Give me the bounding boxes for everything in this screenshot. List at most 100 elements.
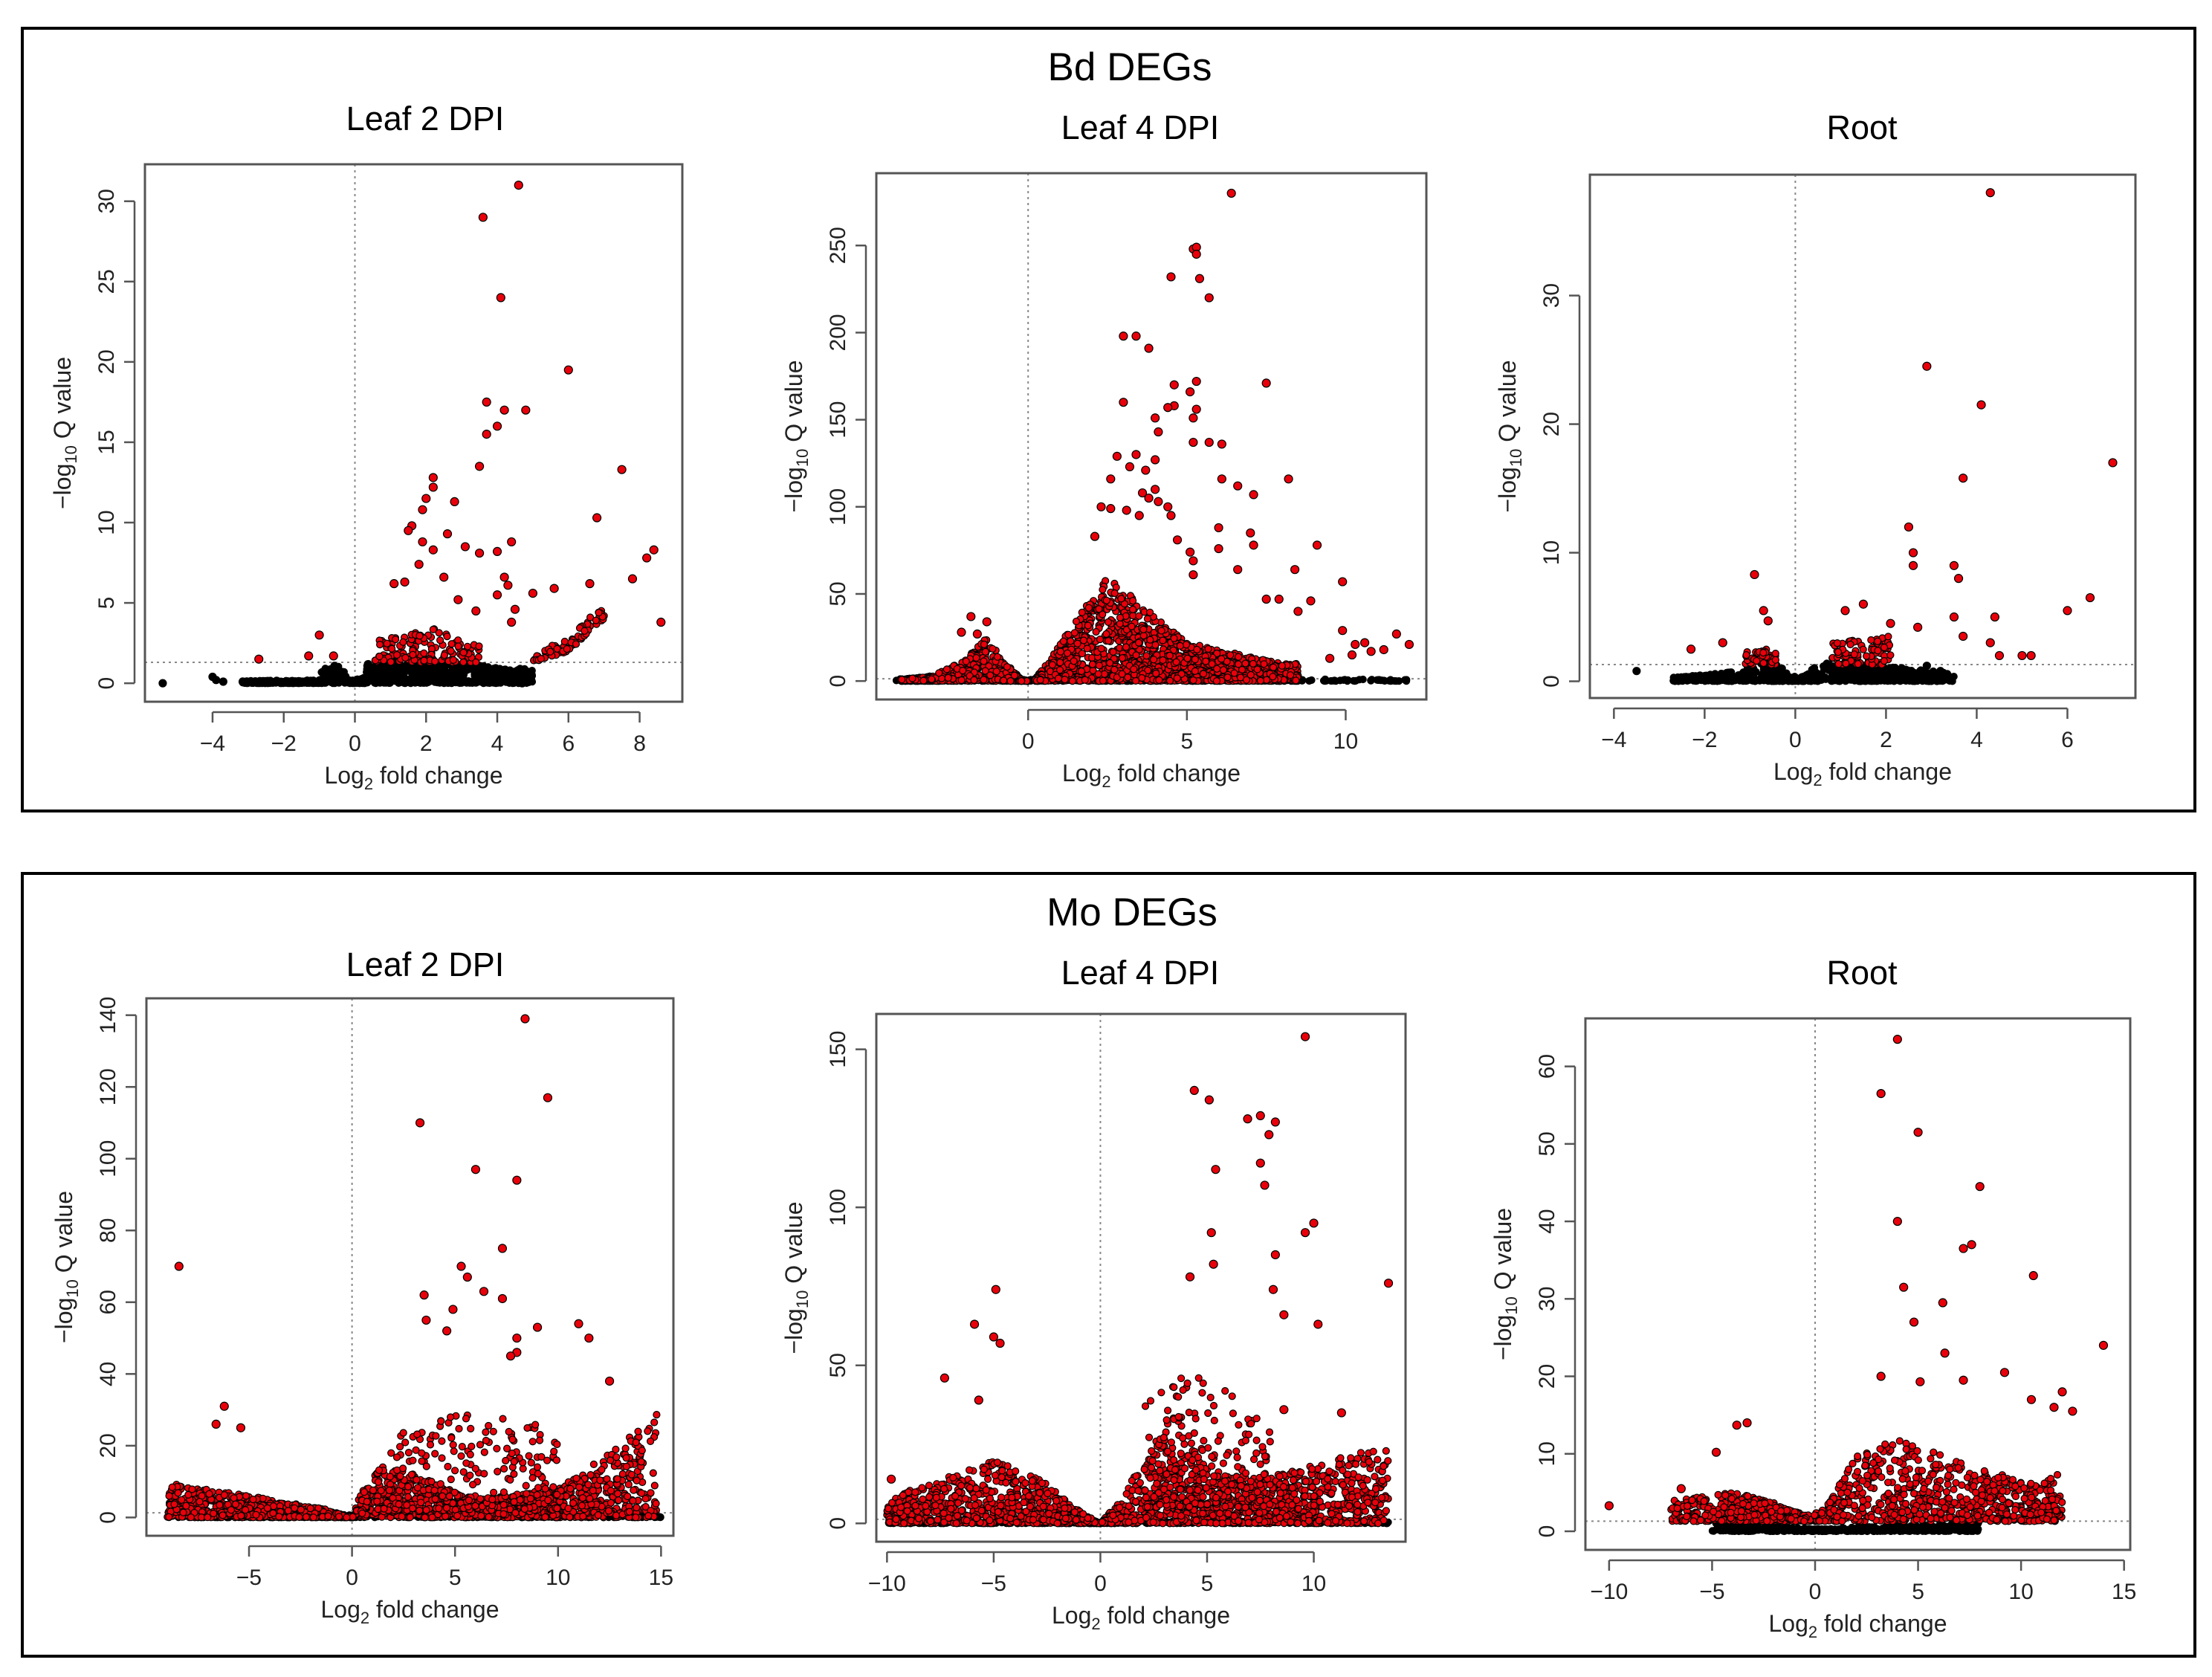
- y-tick-label: 15: [94, 430, 119, 454]
- cloud-point: [379, 671, 388, 679]
- cloud-point: [1068, 676, 1077, 685]
- cloud-point: [1102, 596, 1110, 604]
- significant-point: [453, 595, 463, 604]
- significant-point: [492, 421, 502, 431]
- cloud-point: [1081, 676, 1089, 684]
- cloud-point: [392, 676, 400, 685]
- significant-point: [1338, 626, 1348, 636]
- cloud-point: [450, 666, 459, 675]
- significant-point: [1913, 622, 1923, 632]
- cloud-point: [1341, 676, 1349, 684]
- cloud-point: [1096, 635, 1105, 644]
- cloud-point: [1092, 627, 1100, 636]
- cloud-point: [1292, 676, 1300, 685]
- significant-point: [1119, 398, 1128, 407]
- cloud-point: [1094, 670, 1102, 678]
- significant-point: [1959, 631, 1968, 642]
- cloud-point: [1810, 664, 1819, 672]
- significant-point: [254, 654, 264, 664]
- cloud-point: [435, 629, 443, 637]
- significant-point: [627, 574, 638, 584]
- cloud-point: [1761, 676, 1769, 685]
- significant-point: [1249, 540, 1258, 550]
- cloud-point: [1249, 659, 1258, 668]
- cloud-point: [1219, 666, 1228, 674]
- cloud-point: [392, 650, 401, 659]
- significant-point: [460, 542, 470, 552]
- cloud-point: [1165, 651, 1174, 660]
- cloud-point: [1834, 648, 1843, 656]
- cloud-point: [1116, 613, 1125, 622]
- significant-point: [1144, 343, 1154, 353]
- significant-point: [1366, 647, 1376, 656]
- cloud-point: [1152, 669, 1160, 678]
- cloud-point: [1056, 647, 1064, 656]
- cloud-point: [1079, 636, 1088, 644]
- significant-point: [507, 617, 517, 627]
- nonsignificant-point: [1632, 667, 1641, 676]
- cloud-point: [1909, 676, 1918, 685]
- y-tick-label: 20: [94, 349, 119, 374]
- significant-point: [1214, 543, 1223, 554]
- cloud-point: [1822, 674, 1830, 682]
- cloud-point: [1751, 677, 1759, 685]
- cloud-point: [1036, 676, 1044, 684]
- significant-point: [450, 497, 459, 507]
- axis-label-subscript: 2: [1813, 771, 1822, 789]
- significant-point: [592, 513, 602, 523]
- cloud-point: [586, 613, 595, 621]
- significant-point: [1233, 565, 1243, 575]
- significant-point: [1908, 560, 1918, 570]
- y-tick-label: 25: [94, 269, 119, 294]
- significant-point: [1994, 650, 2005, 661]
- nonsignificant-point: [1936, 667, 1945, 676]
- cloud-point: [1134, 639, 1143, 647]
- cloud-point: [1099, 586, 1107, 594]
- cloud-point: [1782, 672, 1790, 680]
- cloud-point: [1173, 674, 1181, 682]
- cloud-point: [1159, 656, 1167, 665]
- cloud-point: [416, 678, 424, 686]
- bd-degs-frame: [21, 27, 2196, 812]
- significant-point: [482, 397, 491, 407]
- cloud-point: [1834, 660, 1843, 668]
- significant-point: [1134, 511, 1144, 520]
- significant-point: [1959, 474, 1968, 483]
- significant-point: [521, 405, 531, 415]
- cloud-point: [1142, 652, 1151, 660]
- cloud-point: [1774, 675, 1782, 683]
- cloud-point: [1771, 656, 1779, 664]
- significant-point: [499, 572, 509, 582]
- cloud-point: [1155, 676, 1163, 685]
- cloud-point: [1193, 645, 1201, 654]
- cloud-point: [1118, 670, 1126, 678]
- volcano-panel-3: Leaf 2 DPI−5 0 5 10 15020406080100120140Log2…: [51, 946, 675, 1627]
- cloud-point: [1122, 643, 1131, 651]
- significant-point: [585, 579, 595, 589]
- axis-label-part: Q value: [49, 357, 76, 445]
- x-axis-label: Log2 fold change: [1062, 760, 1241, 791]
- cloud-point: [1707, 672, 1715, 680]
- cloud-point: [1116, 620, 1124, 628]
- significant-point: [499, 405, 509, 415]
- y-tick-label: 50: [826, 581, 850, 606]
- significant-point: [2063, 606, 2072, 615]
- cloud-point: [1874, 647, 1882, 655]
- significant-point: [1985, 188, 1995, 198]
- cloud-point: [928, 675, 936, 683]
- cloud-point: [387, 658, 395, 666]
- cloud-point: [1017, 676, 1026, 685]
- cloud-point: [379, 664, 387, 672]
- cloud-point: [242, 679, 250, 688]
- significant-point: [1249, 490, 1258, 500]
- cloud-point: [1854, 677, 1863, 685]
- panel-title: Leaf 2 DPI: [346, 946, 505, 983]
- significant-point: [1189, 556, 1198, 566]
- cloud-point: [447, 640, 456, 648]
- cloud-point: [420, 656, 428, 665]
- cloud-point: [1145, 608, 1154, 616]
- nonsignificant-point: [219, 677, 227, 686]
- cloud-point: [424, 668, 433, 676]
- significant-point: [1759, 606, 1768, 615]
- cloud-point: [1191, 655, 1200, 664]
